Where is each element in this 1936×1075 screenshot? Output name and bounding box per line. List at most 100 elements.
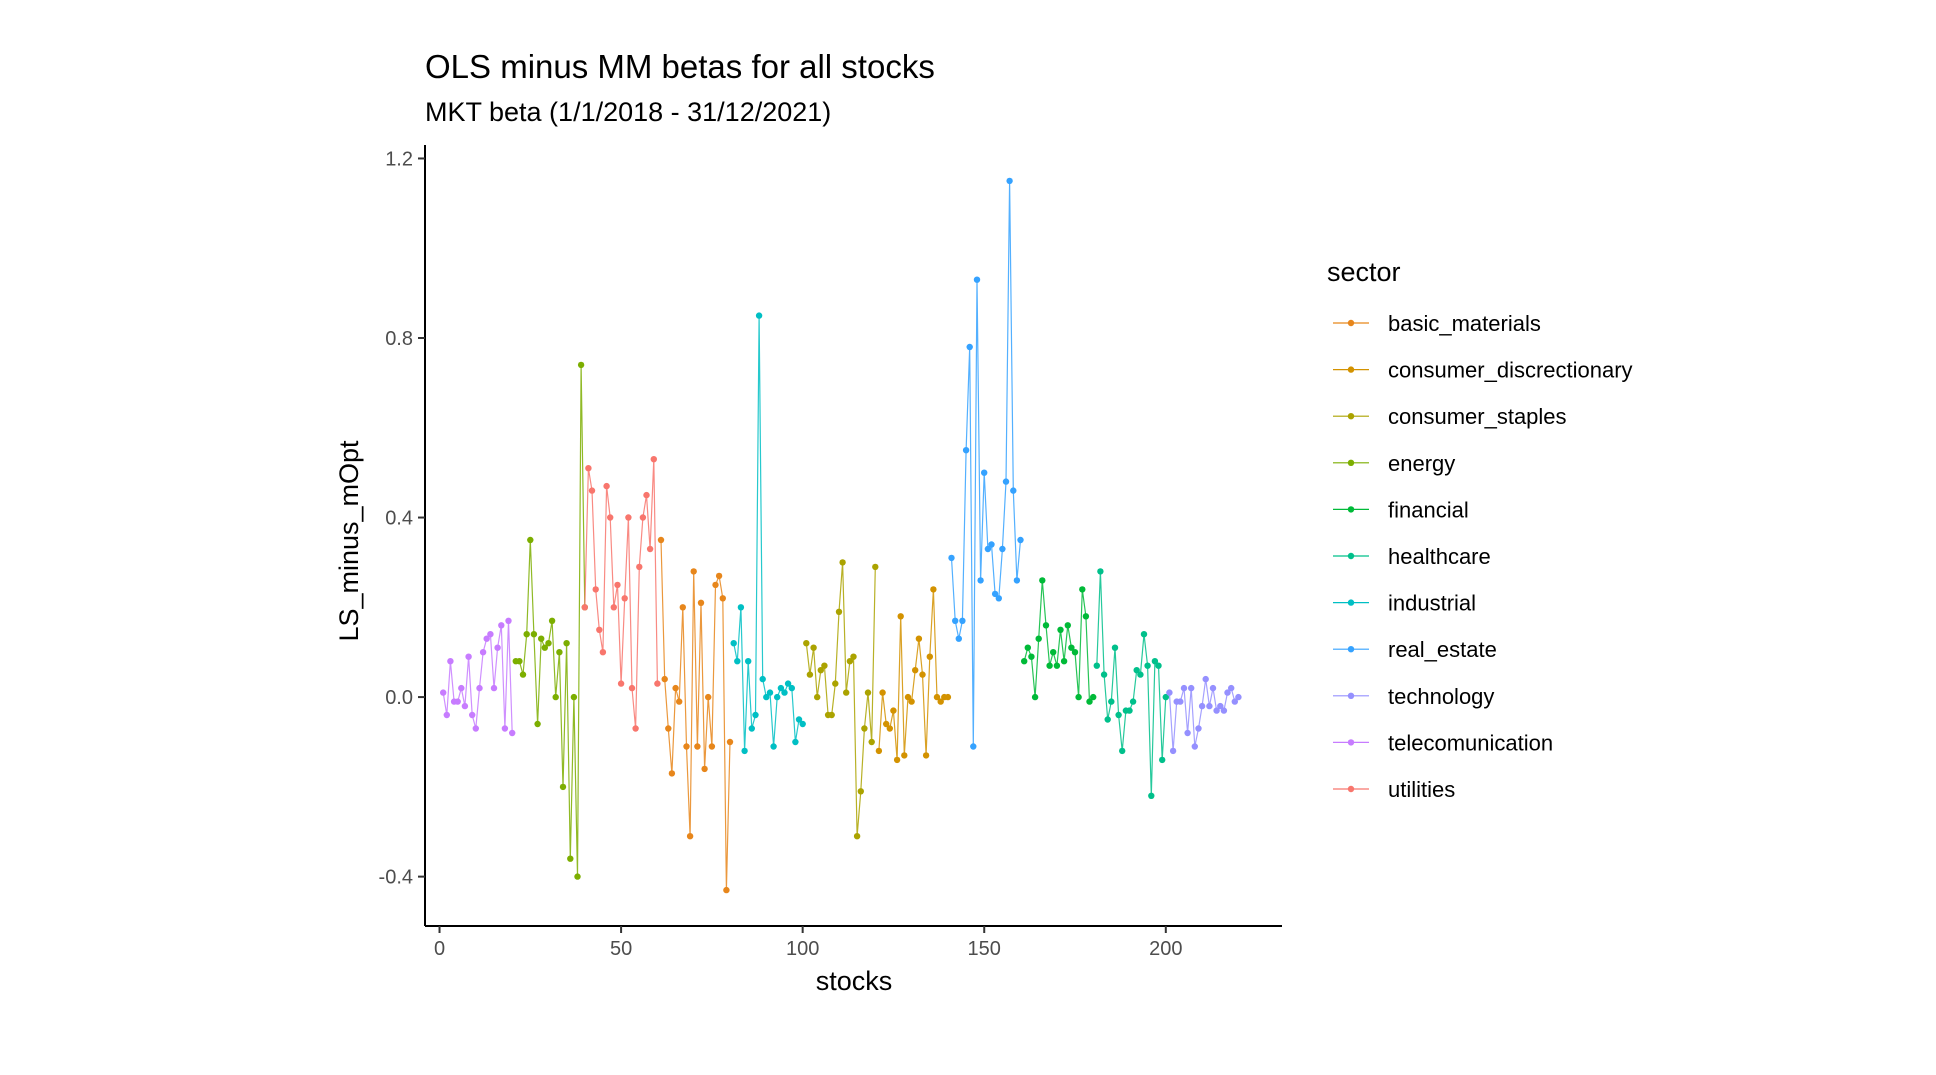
data-point: [952, 617, 959, 624]
data-point: [763, 693, 770, 701]
data-point: [1097, 568, 1104, 575]
data-point: [465, 653, 472, 660]
data-point: [922, 752, 930, 759]
data-point: [850, 653, 857, 660]
data-point: [686, 833, 694, 840]
data-point: [1020, 658, 1028, 665]
legend-label: financial: [1388, 497, 1469, 522]
series-line-basic_materials: [660, 539, 731, 891]
data-point: [1068, 644, 1075, 651]
data-point: [930, 586, 937, 593]
data-point: [574, 873, 581, 880]
legend-label: energy: [1388, 451, 1455, 476]
data-point: [1213, 707, 1220, 714]
data-point: [1209, 684, 1217, 692]
data-point: [610, 604, 617, 611]
data-point: [523, 631, 530, 638]
data-point: [1108, 698, 1115, 705]
data-point: [828, 711, 835, 719]
data-point: [476, 684, 483, 692]
data-point: [817, 667, 824, 674]
legend-label: real_estate: [1388, 637, 1497, 662]
x-tick-label: 100: [786, 938, 819, 960]
series-line-energy: [515, 364, 586, 877]
y-tick-label: -0.4: [379, 867, 413, 889]
data-point: [1177, 698, 1184, 705]
legend-key-point: [1347, 692, 1355, 699]
legend-label: consumer_discrectionary: [1388, 358, 1633, 383]
series-healthcare: [1093, 568, 1170, 799]
data-point: [1224, 689, 1231, 696]
data-point: [806, 671, 814, 678]
data-point: [1202, 675, 1209, 683]
legend-label: industrial: [1388, 591, 1476, 616]
data-point: [853, 833, 861, 840]
data-point: [588, 487, 596, 494]
data-point: [893, 756, 901, 764]
data-point: [748, 725, 755, 732]
series-technology: [1166, 675, 1242, 755]
series-financial: [1020, 577, 1097, 705]
data-point: [981, 469, 988, 476]
data-point: [1082, 613, 1090, 620]
data-point: [534, 720, 541, 728]
data-point: [944, 693, 952, 701]
data-point: [577, 361, 585, 369]
data-point: [654, 680, 661, 687]
data-point: [683, 743, 690, 750]
data-point: [548, 617, 556, 624]
data-point: [984, 545, 992, 553]
data-point: [487, 631, 494, 638]
data-point: [821, 662, 828, 669]
data-point: [1155, 662, 1162, 669]
data-point: [1002, 478, 1010, 485]
data-point: [592, 586, 599, 593]
data-point: [1235, 693, 1242, 701]
data-point: [1075, 693, 1082, 701]
legend-item-financial: financial: [1333, 497, 1469, 522]
series-line-telecomunication: [442, 620, 513, 734]
data-point: [498, 622, 505, 629]
x-axis-title: stocks: [816, 966, 893, 996]
data-point: [908, 698, 915, 705]
data-point: [970, 743, 977, 750]
legend-item-consumer_discrectionary: consumer_discrectionary: [1333, 358, 1633, 383]
legend-key-point: [1347, 785, 1355, 793]
legend-key-point: [1347, 319, 1355, 327]
data-point: [1050, 649, 1057, 656]
data-point: [810, 644, 817, 651]
data-point: [603, 482, 610, 490]
data-point: [705, 693, 712, 701]
data-point: [919, 671, 926, 678]
data-point: [835, 608, 843, 615]
data-point: [926, 653, 933, 660]
data-point: [959, 617, 966, 624]
legend-item-technology: technology: [1333, 684, 1494, 709]
series-line-consumer_discrectionary: [878, 589, 948, 760]
data-point: [650, 456, 657, 463]
data-point: [1010, 487, 1017, 494]
data-point: [509, 729, 516, 737]
data-point: [676, 698, 683, 705]
data-point: [955, 635, 962, 642]
data-point: [617, 680, 625, 687]
y-tick-label: 1.2: [385, 148, 413, 170]
data-point: [973, 276, 981, 283]
data-point: [490, 684, 498, 692]
x-tick-label: 150: [968, 938, 1001, 960]
series-energy: [512, 361, 588, 880]
legend-item-energy: energy: [1333, 451, 1455, 476]
data-point: [483, 635, 490, 642]
data-point: [708, 743, 716, 750]
data-point: [527, 536, 534, 544]
data-point: [766, 689, 774, 696]
data-point: [585, 465, 592, 472]
data-point: [788, 684, 795, 692]
axes: -0.4 0.0 0.4 0.8 1.2 0 50 100 150 200: [379, 145, 1282, 960]
data-point: [948, 554, 955, 562]
data-point: [607, 514, 614, 521]
data-point: [883, 720, 890, 728]
legend-item-real_estate: real_estate: [1333, 637, 1497, 662]
legend-label: basic_materials: [1388, 311, 1541, 336]
chart-title: OLS minus MM betas for all stocks: [425, 48, 935, 85]
